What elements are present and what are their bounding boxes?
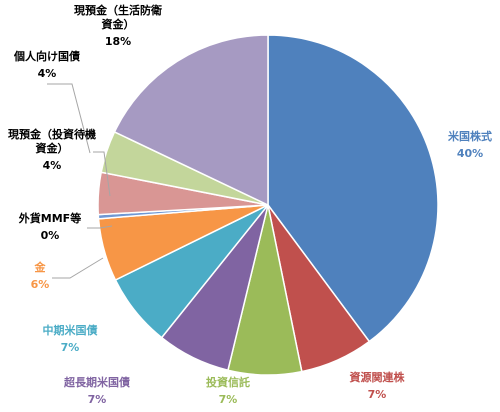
slice-value-label: 7% [219, 393, 238, 406]
pie-slice [267, 34, 439, 343]
slice-label: 現預金（生活防衛資金） 18% [74, 3, 162, 48]
pie-slices [97, 34, 439, 376]
slice-labels: 米国株式 40% 資源関連株 7% 投資信託 7% 超長期米国債 7% 中期米国債 7% 金 6% 外貨… [8, 3, 492, 406]
slice-label: 中期米国債 7% [43, 323, 98, 354]
slice-category-label: 現預金（投資待機資金） [8, 127, 96, 155]
slice-label: 超長期米国債 7% [63, 375, 130, 406]
leader-line [52, 257, 104, 279]
slice-category-label: 資源関連株 [350, 370, 406, 384]
slice-label: 外貨MMF等 0% [18, 211, 81, 242]
slice-label: 金 6% [31, 260, 50, 291]
slice-value-label: 6% [31, 278, 50, 291]
leader-line [47, 83, 91, 154]
slice-category-label: 米国株式 [447, 129, 492, 143]
slice-label: 米国株式 40% [447, 129, 492, 160]
slice-value-label: 7% [368, 388, 387, 401]
slice-category-label: 個人向け国債 [13, 49, 80, 63]
slice-category-label: 現預金（生活防衛資金） [74, 3, 162, 31]
slice-value-label: 4% [43, 159, 62, 172]
slice-value-label: 7% [88, 393, 107, 406]
slice-value-label: 40% [457, 147, 483, 160]
leader-line [93, 151, 111, 197]
slice-value-label: 4% [38, 67, 57, 80]
slice-label: 現預金（投資待機資金） 4% [8, 127, 96, 172]
slice-category-label: 投資信託 [206, 375, 250, 389]
slice-category-label: 外貨MMF等 [18, 211, 81, 225]
slice-category-label: 超長期米国債 [63, 375, 130, 389]
slice-label: 投資信託 7% [206, 375, 250, 406]
pie-slice [113, 34, 269, 207]
slice-label: 個人向け国債 4% [13, 49, 80, 80]
slice-value-label: 0% [41, 229, 60, 242]
slice-category-label: 金 [34, 260, 47, 274]
slice-value-label: 7% [61, 341, 80, 354]
leader-lines [47, 83, 113, 279]
slice-category-label: 中期米国債 [43, 323, 98, 337]
slice-label: 資源関連株 7% [350, 370, 406, 401]
slice-value-label: 18% [105, 35, 131, 48]
leader-line [87, 225, 113, 229]
